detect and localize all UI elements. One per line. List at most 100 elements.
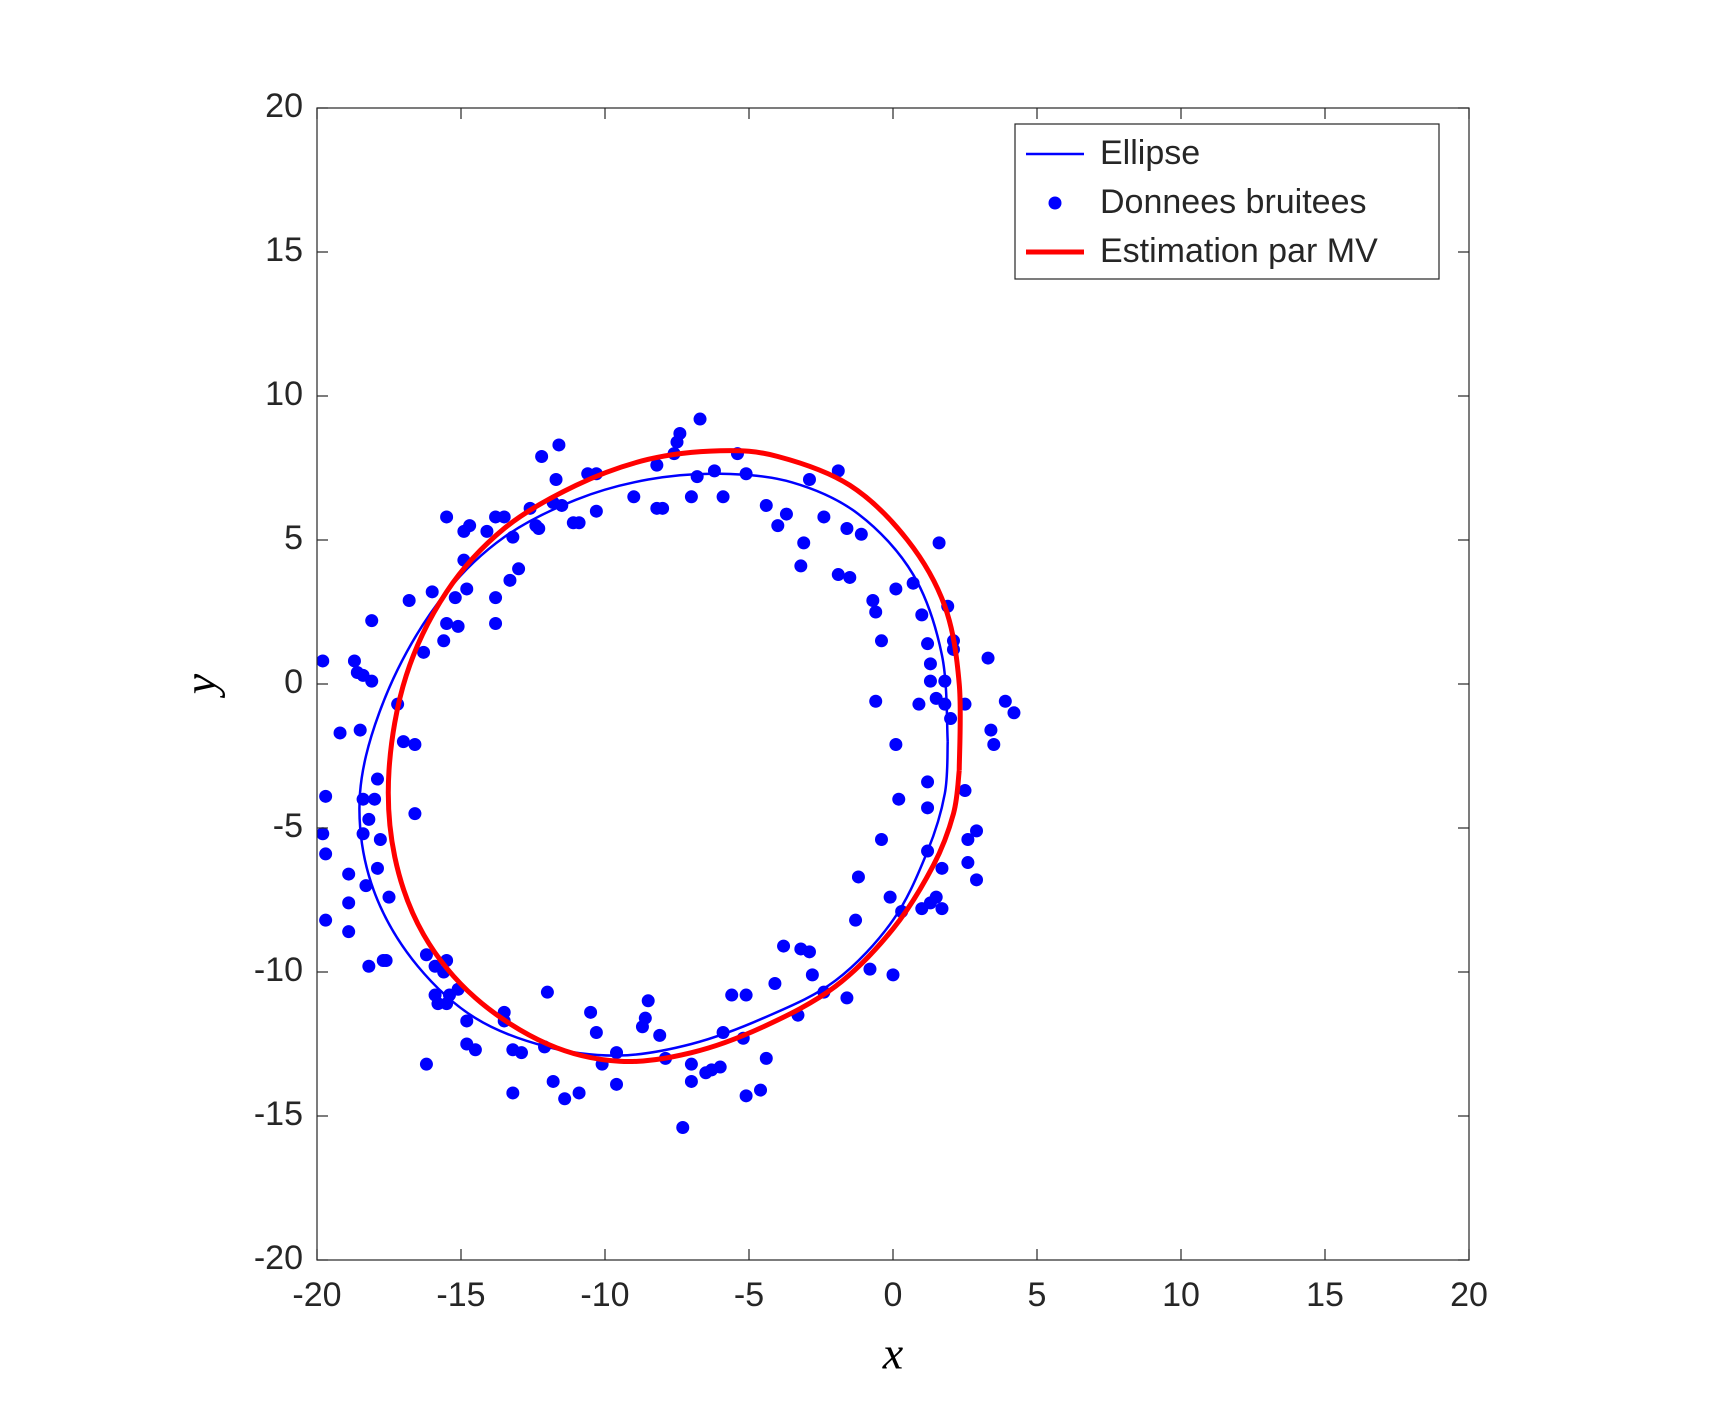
data-point [319, 789, 333, 803]
data-point [684, 1057, 698, 1071]
data-point [958, 784, 972, 798]
data-point [342, 896, 356, 910]
data-point [874, 833, 888, 847]
data-point [451, 619, 465, 633]
data-point [506, 1043, 520, 1057]
plot-area [317, 108, 1469, 1260]
data-point [460, 582, 474, 596]
y-tick-label: 20 [265, 87, 303, 125]
data-point [417, 645, 431, 659]
data-point [851, 870, 865, 884]
data-point [777, 939, 791, 953]
data-point [929, 890, 943, 904]
data-point [610, 1077, 624, 1091]
data-point [503, 573, 517, 587]
data-point [448, 591, 462, 605]
data-point [489, 617, 503, 631]
data-point [831, 568, 845, 582]
data-point [759, 498, 773, 512]
data-point [869, 605, 883, 619]
data-point [376, 953, 390, 967]
data-point [843, 570, 857, 584]
data-point [938, 674, 952, 688]
plot-layer [317, 412, 1021, 1135]
data-point [555, 498, 569, 512]
data-point [932, 536, 946, 550]
data-point [506, 1086, 520, 1100]
data-point [353, 723, 367, 737]
data-point [419, 1057, 433, 1071]
data-point [408, 807, 422, 821]
y-tick-label: -20 [254, 1239, 303, 1277]
x-axis-label: x [882, 1328, 904, 1379]
data-point [362, 959, 376, 973]
data-point [892, 792, 906, 806]
data-point [935, 861, 949, 875]
data-point [552, 438, 566, 452]
data-point [497, 510, 511, 524]
data-point [342, 867, 356, 881]
data-point [716, 490, 730, 504]
data-point [408, 737, 422, 751]
data-point [849, 913, 863, 927]
data-point [817, 510, 831, 524]
data-point [970, 824, 984, 838]
data-point [921, 801, 935, 815]
data-point [883, 890, 897, 904]
legend: Ellipse Donnees bruitees Estimation par MV [1014, 123, 1440, 280]
data-point [794, 942, 808, 956]
data-point [690, 470, 704, 484]
data-point [333, 726, 347, 740]
data-point [961, 856, 975, 870]
data-point [935, 902, 949, 916]
data-point [699, 1066, 713, 1080]
data-point [610, 1046, 624, 1060]
y-tick-label: 0 [284, 663, 303, 701]
data-point [319, 847, 333, 861]
data-point [356, 792, 370, 806]
data-point [589, 1025, 603, 1039]
data-point [362, 812, 376, 826]
data-point [805, 968, 819, 982]
x-tick-label: -5 [734, 1276, 764, 1314]
data-point [794, 559, 808, 573]
y-tick-label: -10 [254, 951, 303, 989]
curve [385, 448, 963, 1065]
data-point [440, 510, 454, 524]
data-point [440, 617, 454, 631]
data-point [707, 464, 721, 478]
x-tick-label: 20 [1450, 1276, 1488, 1314]
data-point [869, 694, 883, 708]
data-point [437, 634, 451, 648]
data-point [676, 1121, 690, 1135]
data-point [317, 827, 330, 841]
data-point [365, 674, 379, 688]
data-point [549, 473, 563, 487]
data-point [938, 697, 952, 711]
x-tick-label: -15 [436, 1276, 485, 1314]
data-point [572, 1086, 586, 1100]
data-point [382, 890, 396, 904]
data-point [854, 527, 868, 541]
data-point [802, 473, 816, 487]
data-point [342, 925, 356, 939]
data-point [431, 997, 445, 1011]
y-tick-label: -15 [254, 1095, 303, 1133]
data-point [365, 614, 379, 628]
data-point [402, 593, 416, 607]
data-point [831, 464, 845, 478]
data-point [589, 504, 603, 518]
data-point [797, 536, 811, 550]
data-point [684, 490, 698, 504]
x-tick-label: 10 [1162, 1276, 1200, 1314]
legend-box [1014, 123, 1440, 280]
data-point [912, 697, 926, 711]
data-point [317, 654, 330, 668]
data-point [512, 562, 526, 576]
data-point [1007, 706, 1021, 720]
data-point [866, 593, 880, 607]
data-point [641, 994, 655, 1008]
data-point [874, 634, 888, 648]
data-point [906, 576, 920, 590]
